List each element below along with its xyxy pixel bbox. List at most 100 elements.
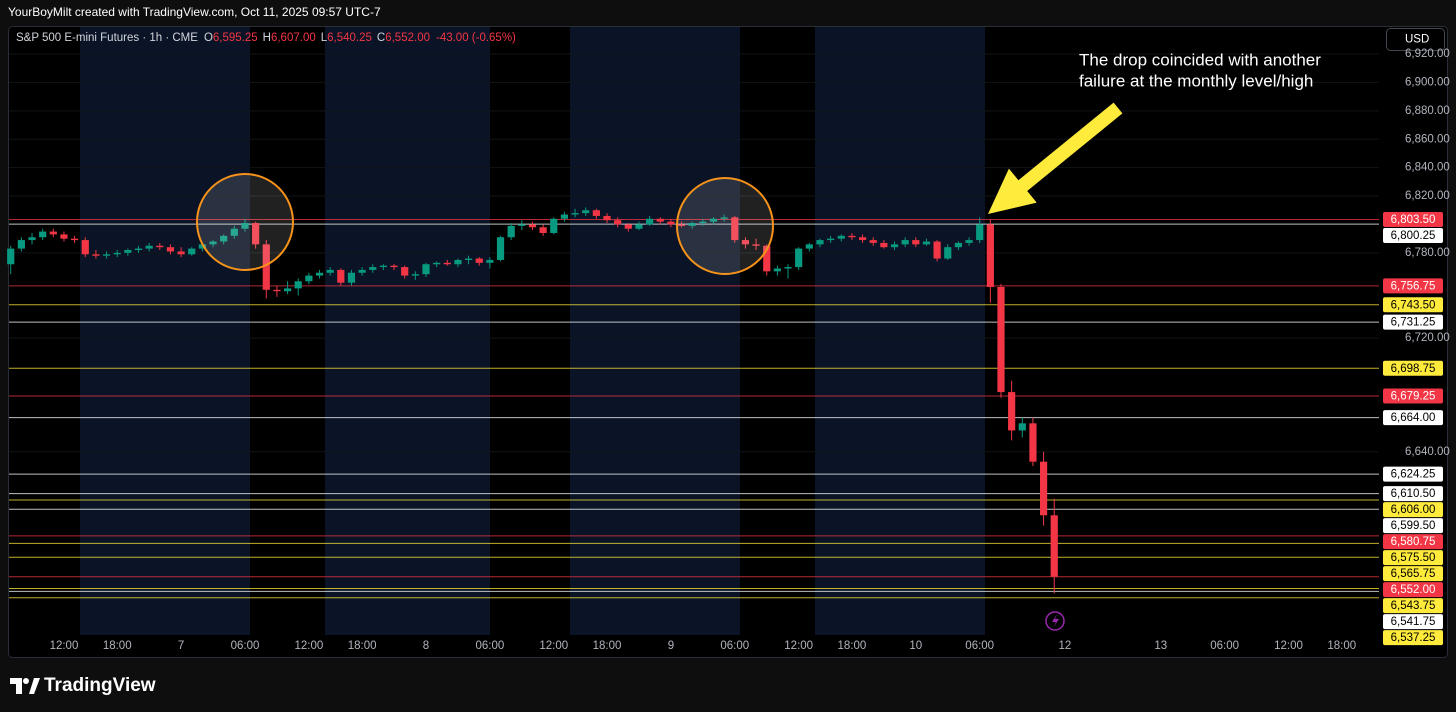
candle-body <box>784 267 792 269</box>
level-label: 6,743.50 <box>1391 299 1436 311</box>
y-tick-label: 6,900.00 <box>1405 76 1450 88</box>
candle-body <box>241 223 249 229</box>
candle-body <box>422 264 430 275</box>
candle-body <box>699 221 707 224</box>
logo: TradingView <box>10 675 156 696</box>
candle-body <box>997 286 1005 393</box>
x-tick-label: 7 <box>178 640 184 652</box>
candle-body <box>603 215 611 221</box>
level-tag <box>1383 534 1443 550</box>
candle-body <box>1050 515 1058 577</box>
level-tag <box>1383 566 1443 582</box>
candle-body <box>805 244 813 249</box>
candle-body <box>7 248 15 265</box>
x-tick-label: 8 <box>423 640 429 652</box>
candle-body <box>944 247 952 259</box>
grid <box>9 53 1379 453</box>
arrow <box>988 102 1123 214</box>
candle-body <box>39 231 47 238</box>
logo-mark <box>10 678 22 694</box>
candle-body <box>816 240 824 245</box>
candle-body <box>443 262 451 265</box>
candle-body <box>17 240 25 249</box>
candle-body <box>230 228 238 236</box>
logo-mark <box>29 678 40 694</box>
level-tag <box>1383 502 1443 518</box>
candle-body <box>646 218 654 225</box>
level-tag <box>1383 582 1443 598</box>
ohlc-value: 6,552.00 <box>385 32 430 44</box>
session-band <box>325 27 490 635</box>
candle-body <box>1039 461 1048 516</box>
x-tick-label: 12:00 <box>784 640 813 652</box>
candle-body <box>571 213 579 215</box>
candle-body <box>688 223 696 226</box>
session-band <box>80 27 250 635</box>
candle-body <box>464 258 473 260</box>
ohlc-value: 6,595.25 <box>213 32 258 44</box>
level-label: 6,541.75 <box>1391 616 1436 628</box>
candle-body <box>720 217 728 219</box>
candle-body <box>411 274 419 276</box>
level-label: 6,580.75 <box>1391 536 1436 548</box>
candle-body <box>624 224 632 229</box>
levels <box>9 218 1379 599</box>
level-tag <box>1383 614 1443 630</box>
x-tick-label: 12:00 <box>1274 640 1303 652</box>
x-tick-label: 12:00 <box>294 640 323 652</box>
level-label: 6,756.75 <box>1391 280 1436 292</box>
candle-body <box>528 224 537 228</box>
x-tick-label: 12 <box>1058 640 1071 652</box>
change: -43.00 (-0.65%) <box>436 32 516 44</box>
level-tag <box>1383 486 1443 502</box>
candle-body <box>71 238 79 241</box>
time-axis: 12:00 18:00 7 06:00 12:00 18:00 8 06:00 12:00 18:… <box>50 640 1357 652</box>
level-tag <box>1383 466 1443 482</box>
candle-body <box>965 240 973 243</box>
candle-body <box>1018 423 1026 431</box>
x-tick-label: 12:00 <box>539 640 568 652</box>
candle-body <box>305 275 313 282</box>
currency-label: USD <box>1405 34 1429 46</box>
candle-body <box>337 269 345 283</box>
candle-body <box>209 241 217 245</box>
level-label: 6,606.00 <box>1391 504 1436 516</box>
candle-body <box>827 238 835 241</box>
event-icon[interactable] <box>1045 611 1065 631</box>
session-shading <box>80 27 985 635</box>
candle-body <box>709 218 718 222</box>
level-label: 6,610.50 <box>1391 488 1436 500</box>
x-tick-label: 06:00 <box>720 640 749 652</box>
candle-body <box>81 240 89 255</box>
candle-body <box>113 252 121 255</box>
symbol-title: S&P 500 E-mini Futures · 1h · CME <box>16 32 198 44</box>
candle-body <box>869 240 877 243</box>
level-tag <box>1383 550 1443 566</box>
level-tag <box>1383 410 1443 426</box>
level-tag <box>1383 388 1443 404</box>
candle-body <box>177 251 185 255</box>
level-label: 6,599.50 <box>1391 520 1436 532</box>
candle-body <box>635 224 643 229</box>
candle-body <box>677 224 686 226</box>
candle-body <box>326 269 334 273</box>
currency-button[interactable] <box>1386 28 1445 51</box>
candle-body <box>369 267 377 270</box>
candle-body <box>252 223 260 245</box>
session-band <box>815 27 985 635</box>
level-label: 6,800.25 <box>1391 230 1436 242</box>
ohlc-value: 6,607.00 <box>271 32 316 44</box>
candle-body <box>986 224 994 287</box>
candle-body <box>731 217 739 241</box>
candle-body <box>283 288 292 292</box>
candle-body <box>582 210 590 214</box>
y-tick-label: 6,720.00 <box>1405 332 1450 344</box>
x-tick-label: 06:00 <box>965 640 994 652</box>
candle-body <box>156 245 164 248</box>
candle-body <box>837 235 845 239</box>
candle-body <box>1029 423 1037 462</box>
candle-body <box>49 231 57 235</box>
x-tick-label: 18:00 <box>1327 640 1356 652</box>
level-tag <box>1383 518 1443 534</box>
candle-body <box>294 281 302 289</box>
